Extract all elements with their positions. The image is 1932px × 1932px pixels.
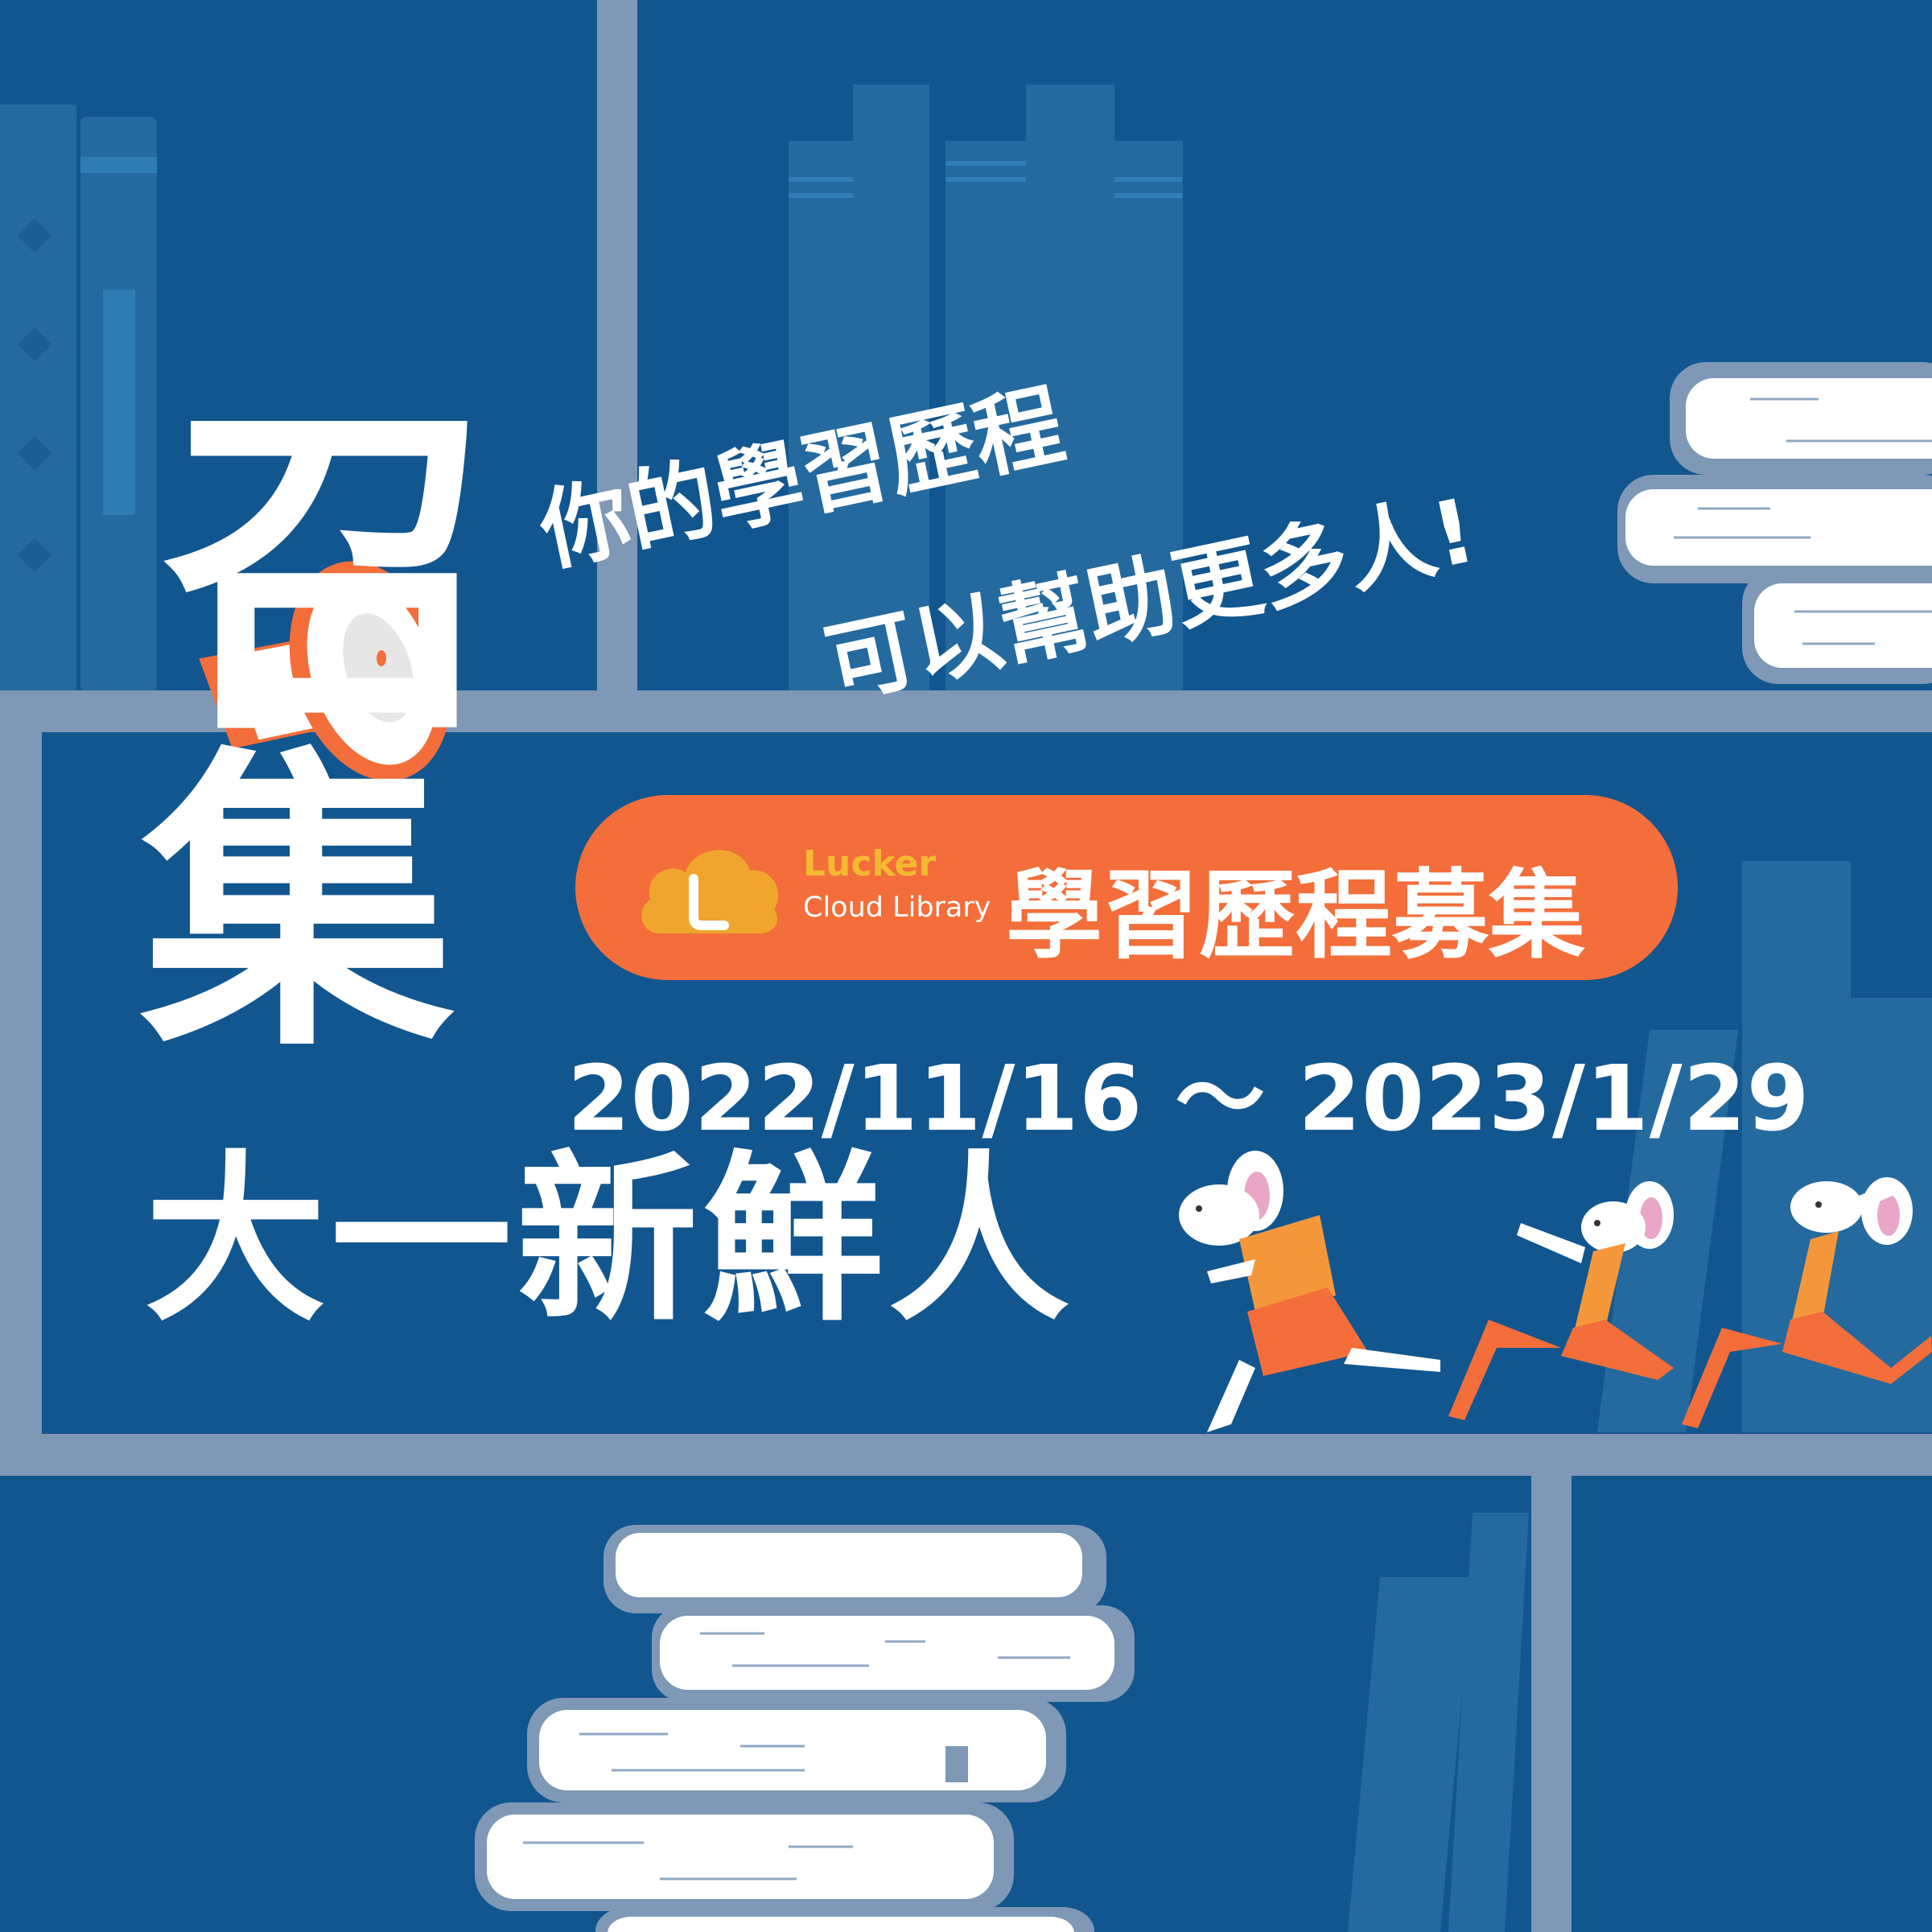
running-mouse-icon: [1179, 1151, 1932, 1432]
headline-char-2: 集: [141, 723, 455, 1088]
book-spine: [0, 105, 76, 692]
headline-char-1: 召: [161, 374, 507, 777]
book-stack-bottom: [475, 1525, 1135, 1932]
brand-name: Lucker: [803, 843, 937, 884]
leaning-book: [1448, 1513, 1529, 1932]
book-spine: [1026, 84, 1114, 692]
brand-subtitle: Cloud Library: [803, 892, 991, 924]
headline-freshmen: 大一新鮮人: [145, 1135, 1074, 1346]
date-range: 2022/11/16 ～ 2023/1/29: [567, 1047, 1810, 1151]
lucker-cloud-logo-icon: [641, 850, 779, 934]
book-spine: [853, 84, 929, 692]
book-spine: [1114, 141, 1183, 692]
megaphone-icon: [199, 561, 451, 781]
book-spine: [789, 141, 853, 692]
badge-title: 學習歷程募集: [1006, 860, 1585, 972]
book-stack-top-right: [1617, 362, 1932, 684]
book-spine: [945, 141, 1026, 692]
leaning-book: [1348, 1577, 1473, 1932]
